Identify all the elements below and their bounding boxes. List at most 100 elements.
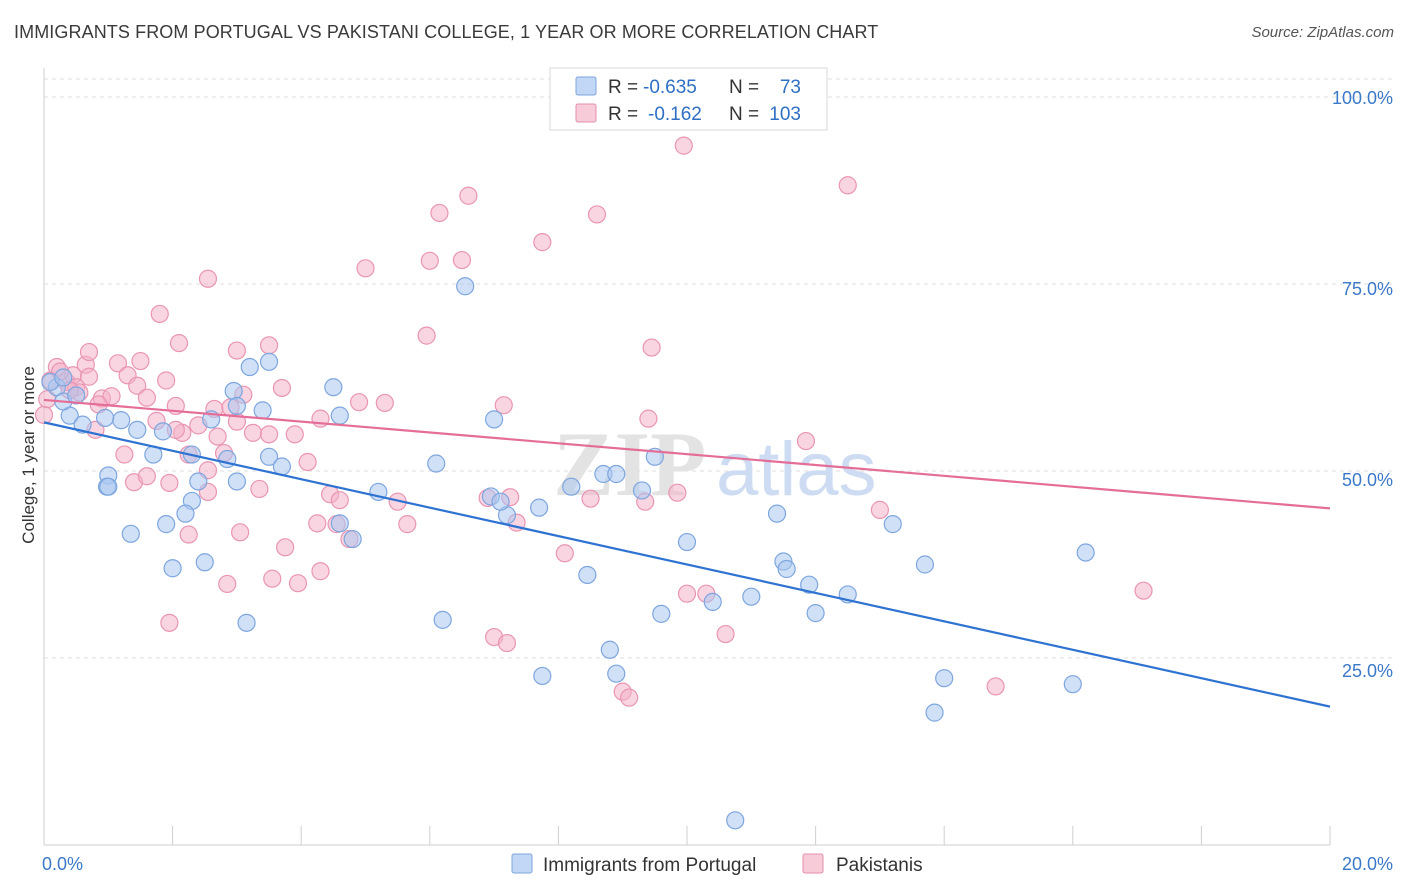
portugal-point — [427, 454, 446, 473]
legend-r-value-pink: -0.162 — [648, 104, 702, 125]
portugal-trend-line — [43, 421, 1331, 708]
portugal-point — [227, 472, 246, 491]
trend-lines — [43, 398, 1331, 708]
portugal-point — [128, 420, 147, 439]
portugal-point — [343, 529, 362, 549]
portugal-point — [578, 565, 597, 585]
portugal-point — [272, 457, 292, 476]
portugal-point — [112, 411, 131, 430]
pakistanis-point — [581, 489, 600, 508]
y-tick-label-100: 100.0% — [1332, 88, 1393, 108]
portugal-point — [703, 592, 722, 612]
pakistanis-point — [108, 354, 128, 373]
portugal-point — [677, 532, 697, 552]
axes — [43, 68, 1331, 846]
portugal-point — [189, 472, 208, 491]
pakistanis-point — [243, 423, 263, 442]
portugal-point — [652, 604, 671, 623]
portugal-point — [176, 504, 195, 523]
legend-swatch-blue — [575, 76, 597, 96]
portugal-point — [800, 575, 819, 594]
pakistanis-point — [137, 467, 156, 486]
portugal-point — [607, 664, 626, 683]
pakistanis-point — [115, 445, 134, 464]
pakistanis-point — [179, 525, 198, 544]
watermark-atlas: atlas — [716, 427, 877, 512]
portugal-point — [925, 703, 944, 722]
portugal-point — [806, 604, 825, 623]
pakistanis-point — [1134, 581, 1153, 600]
pakistanis-point — [169, 333, 189, 353]
pakistanis-point — [459, 186, 478, 205]
portugal-point — [330, 514, 349, 533]
pakistanis-point — [716, 624, 735, 644]
pakistanis-point — [131, 351, 150, 371]
pakistanis-point — [263, 569, 282, 588]
portugal-point — [915, 555, 935, 574]
pakistanis-point — [639, 409, 658, 428]
portugal-point — [600, 640, 619, 659]
bottom-legend-label-portugal: Immigrants from Portugal — [543, 855, 756, 876]
pakistanis-point — [796, 431, 816, 451]
bottom-legend-swatch-pink — [802, 853, 824, 874]
portugal-point — [726, 811, 745, 830]
pakistanis-point — [452, 250, 472, 270]
portugal-point — [157, 515, 176, 534]
pakistanis-point — [198, 269, 218, 288]
legend-swatch-pink — [575, 103, 597, 123]
pakistanis-trend-line — [43, 398, 1331, 510]
pakistanis-point — [311, 562, 330, 581]
pakistanis-point — [986, 677, 1005, 696]
portugal-point — [163, 559, 182, 578]
pakistanis-point — [298, 452, 317, 472]
pakistanis-point — [259, 336, 279, 355]
pakistanis-point — [157, 371, 176, 390]
pakistanis-point — [288, 574, 308, 593]
pakistanis-points — [34, 101, 1153, 707]
portugal-point — [485, 410, 504, 429]
legend-n-value-blue: 73 — [780, 77, 801, 98]
pakistanis-point — [555, 544, 574, 563]
legend-n-value-pink: 103 — [769, 104, 801, 125]
pakistanis-point — [674, 136, 693, 155]
portugal-point — [227, 396, 246, 416]
legend-r-label-pink: R = — [608, 104, 638, 125]
pakistanis-point — [34, 405, 54, 424]
top-legend: R = -0.635 N = 73 R = -0.162 N = 103 — [549, 67, 828, 131]
portugal-point — [99, 477, 118, 496]
pakistanis-point — [128, 376, 147, 395]
pakistanis-point — [620, 688, 639, 707]
pakistanis-point — [430, 203, 449, 223]
portugal-point — [67, 386, 86, 405]
pakistanis-point — [398, 515, 417, 534]
portugal-point — [433, 610, 452, 629]
y-tick-label-25: 25.0% — [1342, 661, 1393, 681]
x-tick-label-min: 0.0% — [42, 854, 83, 874]
bottom-legend-label-pakistanis: Pakistanis — [836, 855, 923, 876]
pakistanis-point — [160, 613, 179, 632]
portugal-point — [259, 447, 279, 466]
portugal-point — [240, 357, 259, 377]
bottom-legend: Immigrants from Portugal Pakistanis — [511, 853, 923, 876]
pakistanis-point — [375, 393, 394, 413]
pakistanis-point — [420, 251, 439, 270]
portugal-point — [95, 408, 115, 427]
pakistanis-point — [276, 538, 295, 557]
portugal-point — [883, 515, 902, 534]
pakistanis-point — [250, 479, 269, 499]
portugal-point — [1063, 675, 1082, 694]
pakistanis-point — [417, 326, 436, 345]
pakistanis-point — [259, 425, 279, 444]
bottom-legend-swatch-blue — [511, 853, 533, 874]
pakistanis-point — [272, 378, 292, 398]
pakistanis-point — [587, 205, 607, 224]
source-credit: Source: ZipAtlas.com — [1251, 24, 1394, 41]
pakistanis-point — [838, 176, 857, 195]
y-tick-label-75: 75.0% — [1342, 279, 1393, 299]
pakistanis-point — [308, 514, 327, 533]
legend-r-value-blue: -0.635 — [643, 77, 697, 98]
pakistanis-point — [533, 233, 552, 252]
portugal-point — [153, 422, 173, 441]
portugal-point — [253, 401, 272, 420]
